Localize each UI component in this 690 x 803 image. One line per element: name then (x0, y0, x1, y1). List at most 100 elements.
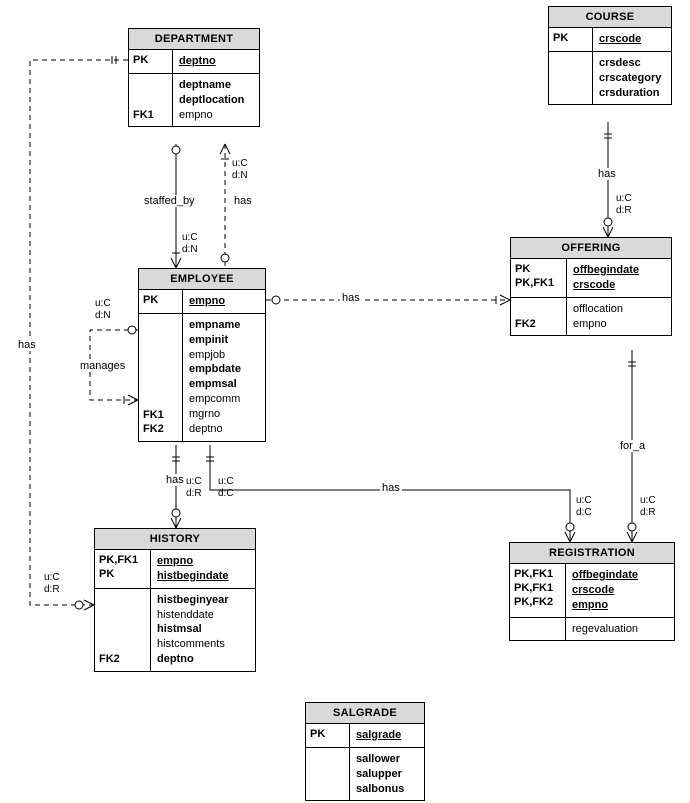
rel-for-a: for_a (618, 440, 647, 452)
key-col: FK2 (95, 589, 151, 671)
entity-row: PK deptno (129, 50, 259, 74)
key-col (549, 52, 593, 105)
rel-emp-has-reg: has (380, 482, 402, 494)
key-col (510, 618, 566, 641)
attr-col: salgrade (350, 724, 424, 747)
entity-row: crsdesccrscategorycrsduration (549, 52, 671, 105)
entity-title: HISTORY (95, 529, 255, 550)
key-col: PK (549, 28, 593, 51)
card-dept-has-emp: u:C d:N (232, 158, 248, 181)
attr: histbeginyear (157, 593, 249, 608)
entity-row: FK1deptnamedeptlocationempno (129, 74, 259, 127)
entity-title: OFFERING (511, 238, 671, 259)
entity-title: SALGRADE (306, 703, 424, 724)
entity-registration: REGISTRATIONPK,FK1 PK,FK1 PK,FK2offbegin… (509, 542, 675, 641)
card-staffed-by: u:C d:N (182, 232, 198, 255)
key-col: PK,FK1 PK (95, 550, 151, 588)
attr: crsdesc (599, 56, 665, 71)
attr: deptno (189, 422, 259, 437)
entity-row: PK,FK1 PK,FK1 PK,FK2offbegindatecrscodee… (510, 564, 674, 618)
entity-offering: OFFERINGPK PK,FK1offbegindatecrscodeFK2o… (510, 237, 672, 336)
key-col (306, 748, 350, 801)
attr-col: sallowersaluppersalbonus (350, 748, 424, 801)
entity-history: HISTORYPK,FK1 PKempnohistbegindateFK2his… (94, 528, 256, 672)
entity-row: FK2offlocationempno (511, 298, 671, 336)
attr-col: empno (183, 290, 265, 313)
attr: deptname (179, 78, 253, 93)
attr: deptno (179, 54, 253, 69)
attr: histenddate (157, 608, 249, 623)
attr: empno (179, 108, 253, 123)
entity-row: regevaluation (510, 618, 674, 641)
entity-title: EMPLOYEE (139, 269, 265, 290)
rel-course-has-off: has (596, 168, 618, 180)
attr: deptlocation (179, 93, 253, 108)
attr-col: crscode (593, 28, 671, 51)
rel-manages: manages (78, 360, 127, 372)
entity-row: PK crscode (549, 28, 671, 52)
attr: empno (157, 554, 249, 569)
entity-department: DEPARTMENTPKdeptnoFK1deptnamedeptlocatio… (128, 28, 260, 127)
attr: salbonus (356, 782, 418, 797)
card-course-has-off: u:C d:R (616, 193, 632, 216)
attr: offbegindate (573, 263, 665, 278)
attr: offlocation (573, 302, 665, 317)
key-col: PK PK,FK1 (511, 259, 567, 297)
attr: empno (573, 317, 665, 332)
attr: mgrno (189, 407, 259, 422)
rel-off-has-emp: has (340, 292, 362, 304)
rel-emp-has-hist: has (164, 474, 186, 486)
entity-row: PK,FK1 PKempnohistbegindate (95, 550, 255, 589)
attr: crscode (572, 583, 668, 598)
attr: empno (572, 598, 668, 613)
attr-col: offbegindatecrscodeempno (566, 564, 674, 617)
attr: regevaluation (572, 622, 668, 637)
card-for-a-left: u:C d:C (576, 495, 592, 518)
card-manages: u:C d:N (95, 298, 111, 321)
attr-col: histbeginyearhistenddatehistmsalhistcomm… (151, 589, 255, 671)
key-col: FK1 FK2 (139, 314, 183, 441)
entity-salgrade: SALGRADEPK salgrade sallowersaluppersalbon… (305, 702, 425, 801)
attr: salupper (356, 767, 418, 782)
attr-col: offbegindatecrscode (567, 259, 671, 297)
attr-col: deptno (173, 50, 259, 73)
attr: crscode (599, 32, 665, 47)
rel-staffed-by: staffed_by (142, 195, 197, 207)
entity-title: DEPARTMENT (129, 29, 259, 50)
attr-col: empnohistbegindate (151, 550, 255, 588)
key-col: PK (129, 50, 173, 73)
entity-row: PK PK,FK1offbegindatecrscode (511, 259, 671, 298)
attr: offbegindate (572, 568, 668, 583)
attr: empmsal (189, 377, 259, 392)
attr: histbegindate (157, 569, 249, 584)
erd-connections (0, 0, 690, 803)
attr: crsduration (599, 86, 665, 101)
key-col: FK2 (511, 298, 567, 336)
attr: empbdate (189, 362, 259, 377)
entity-row: PK salgrade (306, 724, 424, 748)
entity-row: FK2histbeginyearhistenddatehistmsalhistc… (95, 589, 255, 671)
attr-col: offlocationempno (567, 298, 671, 336)
entity-title: REGISTRATION (510, 543, 674, 564)
card-emp-hist-r: u:C d:C (218, 476, 234, 499)
card-dept-has-hist: u:C d:R (44, 572, 60, 595)
attr-col: empnameempinitempjobempbdateempmsalempco… (183, 314, 265, 441)
attr-col: regevaluation (566, 618, 674, 641)
entity-course: COURSEPK crscode crsdesccrscategorycrsdura… (548, 6, 672, 105)
attr: deptno (157, 652, 249, 667)
key-col: PK,FK1 PK,FK1 PK,FK2 (510, 564, 566, 617)
attr: histmsal (157, 622, 249, 637)
attr: sallower (356, 752, 418, 767)
attr: crscode (573, 278, 665, 293)
entity-title: COURSE (549, 7, 671, 28)
entity-row: sallowersaluppersalbonus (306, 748, 424, 801)
rel-dept-has-hist: has (16, 339, 38, 351)
card-emp-hist-l: u:C d:R (186, 476, 202, 499)
key-col: FK1 (129, 74, 173, 127)
entity-row: FK1 FK2empnameempinitempjobempbdateempms… (139, 314, 265, 441)
card-for-a-right: u:C d:R (640, 495, 656, 518)
attr-col: deptnamedeptlocationempno (173, 74, 259, 127)
attr: empno (189, 294, 259, 309)
key-col: PK (306, 724, 350, 747)
attr: salgrade (356, 728, 418, 743)
